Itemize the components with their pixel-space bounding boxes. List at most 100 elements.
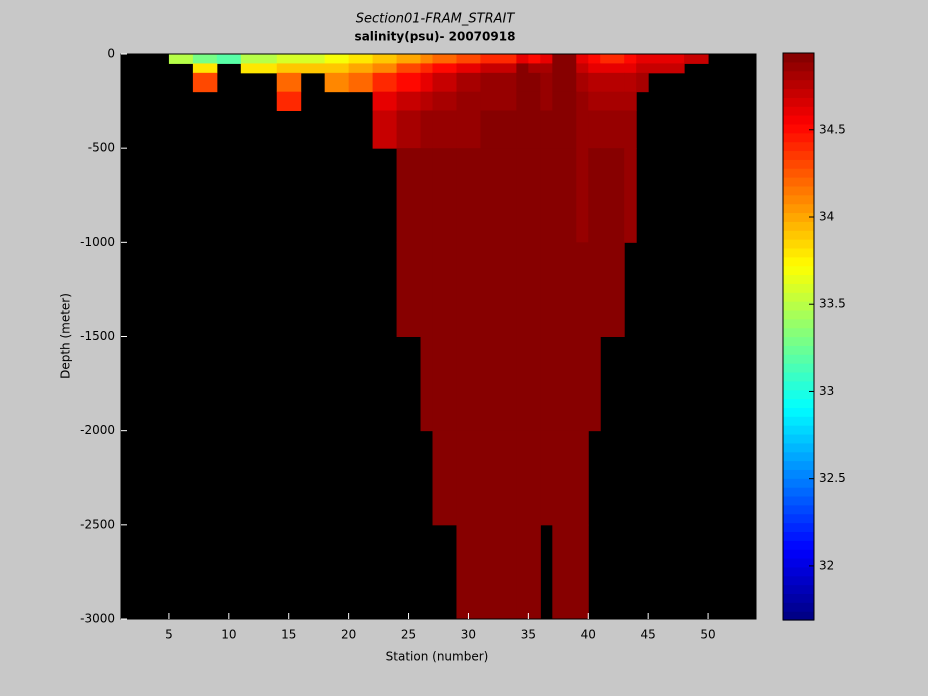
colorbar-frame	[782, 52, 815, 621]
x-tick-label: 10	[221, 628, 236, 642]
cell	[456, 54, 481, 64]
cell	[588, 110, 601, 149]
cell	[576, 110, 589, 149]
colorbar-swatch	[783, 487, 814, 497]
cell	[348, 54, 374, 64]
cell	[600, 91, 625, 111]
cell	[588, 63, 601, 74]
cell	[576, 430, 589, 526]
colorbar-swatch	[783, 70, 814, 81]
colorbar-swatch	[783, 336, 814, 346]
cell	[540, 54, 553, 64]
cell	[480, 430, 517, 526]
cell	[600, 110, 625, 149]
colorbar-swatch	[783, 79, 814, 90]
colorbar-tick-label: 34.5	[819, 122, 846, 136]
x-tick-label: 5	[165, 628, 173, 642]
cell	[300, 63, 326, 74]
colorbar-swatch	[783, 354, 814, 364]
cell	[396, 54, 422, 64]
cell	[540, 72, 553, 93]
cell	[600, 54, 625, 64]
cell	[540, 63, 553, 74]
cell	[528, 110, 541, 149]
cell	[552, 524, 577, 620]
cell	[516, 110, 529, 149]
cell	[420, 336, 434, 432]
colorbar-swatch	[783, 168, 814, 178]
cell	[276, 91, 302, 111]
cell	[588, 91, 601, 111]
colorbar-swatch	[783, 451, 814, 462]
cell	[432, 63, 457, 74]
cell	[576, 54, 589, 64]
cell	[516, 54, 529, 64]
cell	[576, 72, 589, 93]
colorbar-swatch	[783, 433, 814, 444]
x-tick-label: 35	[521, 628, 536, 642]
cell	[480, 336, 517, 432]
cell	[396, 72, 422, 93]
cell	[516, 430, 529, 526]
cell	[192, 63, 218, 74]
cell	[432, 110, 457, 149]
colorbar-tick-label: 33	[819, 384, 834, 398]
cell	[588, 72, 601, 93]
cell	[576, 63, 589, 74]
y-tick-label: -500	[88, 141, 115, 155]
colorbar-swatch	[783, 194, 814, 205]
colorbar-swatch	[783, 380, 814, 391]
cell	[240, 54, 278, 64]
colorbar-swatch	[783, 584, 814, 595]
cell	[456, 63, 481, 74]
cell	[480, 91, 517, 111]
colorbar-swatch	[783, 212, 814, 222]
chart-title: Section01-FRAM_STRAIT	[356, 12, 516, 27]
y-tick-label: 0	[107, 47, 115, 61]
cell	[540, 148, 553, 243]
cell	[576, 524, 589, 620]
cell	[456, 430, 481, 526]
cell	[516, 91, 529, 111]
cell	[432, 54, 457, 64]
cell	[516, 148, 529, 243]
cell	[456, 91, 481, 111]
cell	[528, 91, 541, 111]
cell	[552, 110, 577, 149]
cell	[528, 148, 541, 243]
cell	[276, 54, 302, 64]
cell	[324, 54, 350, 64]
cell	[420, 91, 434, 111]
cell	[528, 524, 541, 620]
cell	[300, 54, 326, 64]
cell	[528, 63, 541, 74]
cell	[276, 63, 302, 74]
cell	[372, 110, 398, 149]
colorbar-swatch	[783, 318, 814, 329]
colorbar-swatch	[783, 309, 814, 320]
y-tick-label: -1500	[80, 329, 115, 343]
colorbar-swatch	[783, 141, 814, 152]
colorbar-swatch	[783, 531, 814, 541]
cell	[348, 72, 374, 93]
cell	[480, 72, 517, 93]
cell	[456, 524, 481, 620]
cell	[372, 91, 398, 111]
cell	[552, 54, 577, 64]
cell	[576, 336, 589, 432]
cell	[624, 148, 637, 243]
cell	[480, 110, 517, 149]
x-tick-label: 15	[281, 628, 296, 642]
cell	[456, 72, 481, 93]
cell	[624, 110, 637, 149]
cell	[396, 242, 422, 337]
colorbar-swatch	[783, 115, 814, 125]
cell	[552, 91, 577, 111]
cell	[420, 63, 434, 74]
cell	[456, 110, 481, 149]
cell	[552, 430, 577, 526]
colorbar-swatch	[783, 593, 814, 603]
cell	[456, 242, 481, 337]
colorbar-swatch	[783, 159, 814, 169]
